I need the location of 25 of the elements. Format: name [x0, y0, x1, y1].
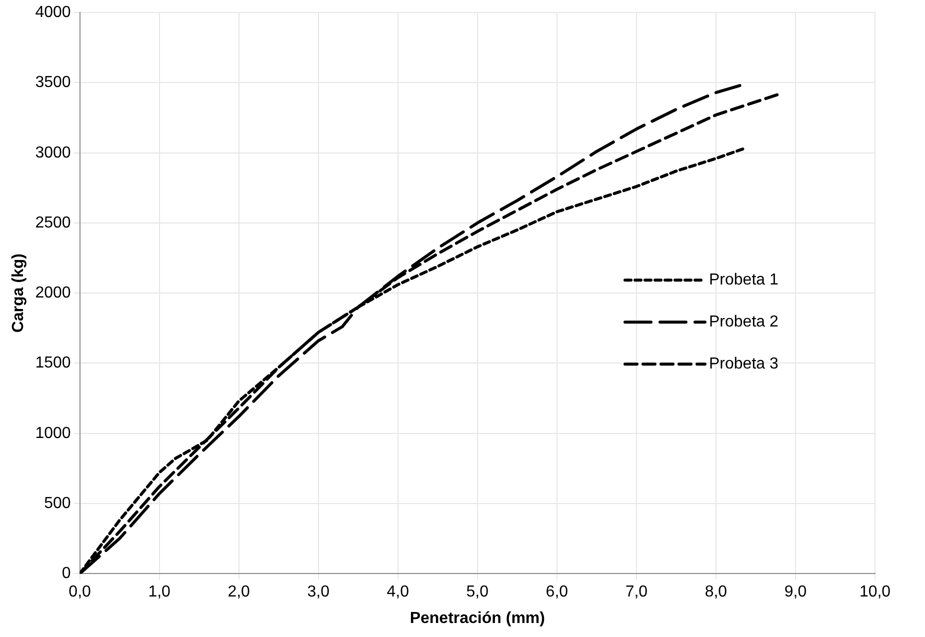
- y-tick-label: 2000: [35, 284, 71, 302]
- x-tick-label: 6,0: [546, 584, 568, 601]
- y-tick-label: 500: [44, 494, 71, 512]
- x-tick-label: 8,0: [704, 584, 728, 601]
- legend-label: Probeta 3: [709, 356, 778, 373]
- y-tick-label: 3000: [35, 144, 71, 162]
- x-tick-label: 5,0: [466, 584, 489, 601]
- x-tick-label: 4,0: [386, 584, 410, 601]
- x-tick-label: 2,0: [228, 584, 250, 601]
- x-axis-title: Penetración (mm): [410, 610, 545, 627]
- legend-label: Probeta 1: [709, 272, 778, 289]
- x-tick-label: 10,0: [859, 584, 891, 601]
- y-tick-label: 1000: [35, 424, 71, 442]
- x-tick-label: 1,0: [148, 584, 171, 601]
- x-tick-label: 3,0: [307, 584, 330, 601]
- y-tick-label: 4000: [35, 4, 71, 22]
- y-tick-label: 0: [62, 565, 71, 582]
- y-tick-label: 3500: [35, 74, 71, 92]
- x-tick-label: 0,0: [68, 584, 92, 601]
- x-tick-label: 7,0: [625, 584, 648, 601]
- legend-label: Probeta 2: [709, 314, 778, 331]
- y-axis-title: Carga (kg): [10, 254, 28, 333]
- x-tick-label: 9,0: [784, 584, 807, 601]
- y-tick-label: 1500: [35, 354, 71, 372]
- y-tick-label: 2500: [35, 214, 71, 232]
